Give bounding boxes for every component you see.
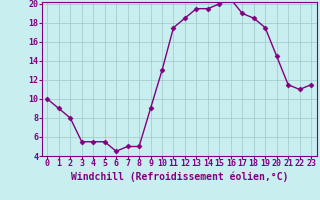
- X-axis label: Windchill (Refroidissement éolien,°C): Windchill (Refroidissement éolien,°C): [70, 171, 288, 182]
